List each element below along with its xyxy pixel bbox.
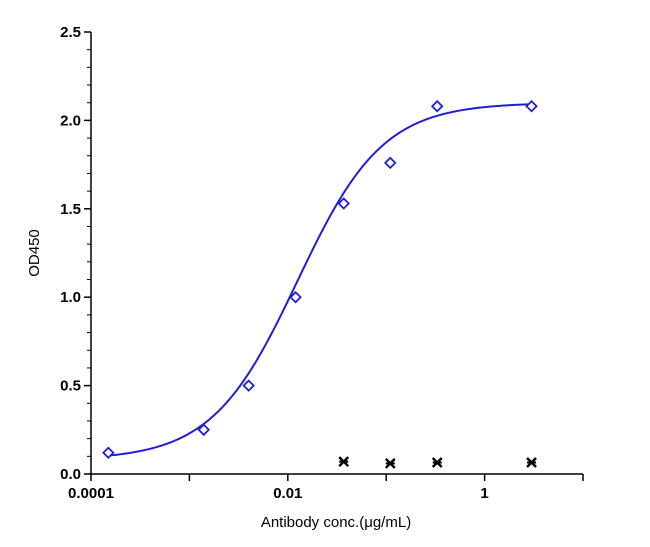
- data-point-x-star: [384, 458, 396, 469]
- data-point-diamond: [197, 423, 211, 437]
- data-point-diamond: [525, 99, 538, 113]
- axes: 0.0 0.5 1.0 1.5 2.0 2.5 0.0001 0.01 1: [60, 24, 584, 502]
- data-point-diamond: [337, 197, 350, 210]
- data-points-layer: [102, 99, 538, 469]
- x-tick-label: 0.0001: [68, 485, 114, 502]
- fit-curve: [108, 103, 532, 457]
- y-tick-label: 1.5: [60, 201, 81, 218]
- data-point-diamond: [384, 156, 397, 170]
- x-tick-label: 0.01: [273, 485, 302, 502]
- y-tick-label: 2.5: [60, 24, 81, 41]
- y-tick-label: 0.5: [60, 378, 81, 395]
- data-point-diamond: [242, 379, 255, 392]
- data-point-x-star: [526, 457, 537, 468]
- y-tick-label: 0.0: [60, 466, 81, 483]
- data-point-x-star: [431, 457, 443, 468]
- y-tick-label: 2.0: [60, 112, 81, 129]
- data-point-x-star: [338, 456, 350, 467]
- data-point-diamond: [289, 290, 302, 304]
- data-point-diamond: [430, 99, 444, 113]
- x-axis-title: Antibody conc.(μg/mL): [261, 514, 411, 531]
- y-tick-label: 1.0: [60, 289, 81, 306]
- y-axis-title: OD450: [26, 229, 43, 277]
- fit-curve-layer: [108, 103, 532, 457]
- x-tick-label: 1: [480, 485, 488, 502]
- data-point-diamond: [102, 446, 115, 460]
